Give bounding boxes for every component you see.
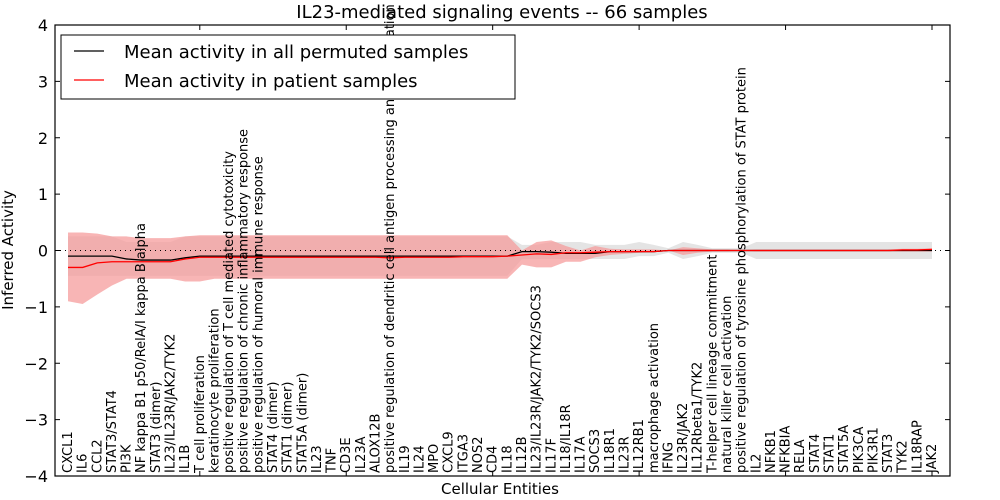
- entity-label: STAT4 (dimer): [266, 382, 281, 473]
- y-axis: −4 −3 −2 −1 0 1 2 3 4: [24, 16, 950, 486]
- entity-label: CCL2: [90, 439, 105, 473]
- y-tick-label: 3: [38, 72, 48, 91]
- entity-label: IL2: [749, 454, 764, 473]
- entity-label: IL18/IL18R: [559, 404, 574, 473]
- entity-label: positive regulation of tyrosine phosphor…: [735, 67, 750, 473]
- entity-label: T-helper cell lineage commitment: [705, 255, 720, 474]
- entity-label: IL12Rbeta1/TYK2: [691, 362, 706, 473]
- entity-label: natural killer cell activation: [720, 296, 735, 473]
- chart-title: IL23-mediated signaling events -- 66 sam…: [296, 2, 707, 23]
- y-tick-label: −3: [24, 411, 48, 430]
- y-tick-label: −1: [24, 298, 48, 317]
- legend-label-patient: Mean activity in patient samples: [124, 71, 418, 92]
- entity-label: STAT1: [822, 434, 837, 473]
- entity-label: T cell proliferation: [193, 355, 208, 474]
- entity-label: IFNG: [661, 442, 676, 473]
- bands-layer: [68, 232, 932, 305]
- y-tick-label: 1: [38, 185, 48, 204]
- entity-label: IL24: [412, 445, 427, 473]
- entity-label: IL18RAP: [910, 420, 925, 473]
- entity-label: IL23A: [354, 436, 369, 473]
- entity-label: PIK3CA: [852, 426, 867, 473]
- entity-label: STAT5A: [837, 425, 852, 473]
- entity-label: NF kappa B1 p50/RelA/I kappa B alpha: [134, 223, 149, 473]
- entity-label: IL12B: [515, 436, 530, 473]
- entity-label: MPO: [427, 444, 442, 473]
- entity-label: ALOX12B: [369, 414, 384, 473]
- entity-label: STAT3: [881, 434, 896, 473]
- x-axis-label: Cellular Entities: [441, 480, 559, 498]
- entity-label: IL23/IL23R/JAK2/TYK2: [164, 334, 179, 473]
- x-axis: [199, 25, 933, 476]
- entity-labels: CXCL1 IL6 CCL2 STAT3/STAT4 PI3K NF kappa B1 p…: [61, 4, 940, 474]
- entity-label: STAT1 (dimer): [281, 382, 296, 473]
- y-tick-label: −2: [24, 354, 48, 373]
- entity-label: CD4: [486, 446, 501, 473]
- entity-label: TNF: [325, 448, 340, 474]
- entity-label: PI3K: [120, 444, 135, 473]
- entity-label: IL23/IL23R/JAK2/TYK2/SOCS3: [530, 285, 545, 473]
- entity-label: IL1B: [178, 445, 193, 473]
- entity-label: IL17F: [544, 438, 559, 473]
- entity-label: CXCL9: [442, 431, 457, 473]
- entity-label: positive regulation of humoral immune re…: [251, 156, 266, 473]
- entity-label: macrophage activation: [647, 323, 662, 473]
- entity-label: IL23R/JAK2: [676, 403, 691, 473]
- entity-label: positive regulation of chronic inflammat…: [237, 129, 252, 473]
- entity-label: CXCL1: [61, 431, 76, 473]
- y-tick-label: 4: [38, 16, 48, 35]
- entity-label: positive regulation of dendritic cell an…: [383, 4, 398, 473]
- entity-label: keratinocyte proliferation: [207, 308, 222, 473]
- entity-label: IL18: [500, 445, 515, 473]
- y-tick-label: 0: [38, 242, 48, 261]
- lines-layer: [67, 248, 933, 269]
- entity-label: NFKBIA: [779, 426, 794, 473]
- entity-label: NOS2: [471, 437, 486, 473]
- y-tick-label: 2: [38, 129, 48, 148]
- entity-label: positive regulation of T cell mediated c…: [222, 151, 237, 473]
- entity-label: NFKB1: [764, 430, 779, 473]
- entity-label: STAT3 (dimer): [149, 382, 164, 473]
- entity-label: IL19: [398, 445, 413, 473]
- entity-label: SOCS3: [588, 429, 603, 473]
- entity-label: IL6: [76, 454, 91, 473]
- series-line-patient: [68, 248, 933, 269]
- entity-label: IL23R: [617, 436, 632, 473]
- entity-label: IL18R1: [603, 428, 618, 473]
- entity-label: STAT3/STAT4: [105, 390, 120, 473]
- entity-label: ITGA3: [456, 434, 471, 473]
- legend-box: [60, 34, 516, 100]
- entity-label: STAT5A (dimer): [295, 373, 310, 473]
- entity-label: JAK2: [925, 444, 940, 474]
- entity-label: IL17A: [574, 436, 589, 473]
- entity-label: IL12RB1: [632, 419, 647, 473]
- entity-label: TYK2: [896, 440, 911, 474]
- entity-label: RELA: [793, 439, 808, 473]
- legend-label-permuted: Mean activity in all permuted samples: [124, 42, 468, 63]
- entity-label: CD3E: [339, 437, 354, 473]
- legend: Mean activity in all permuted samples Me…: [60, 34, 516, 100]
- y-axis-label: Inferred Activity: [0, 190, 17, 310]
- y-tick-label: −4: [24, 467, 48, 486]
- entity-label: IL23: [310, 445, 325, 473]
- entity-label: PIK3R1: [866, 427, 881, 473]
- entity-label: STAT4: [808, 434, 823, 473]
